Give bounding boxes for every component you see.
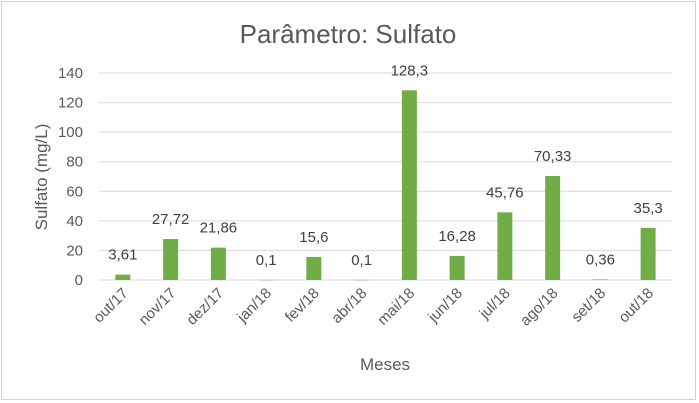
bar-value-label: 27,72 <box>152 211 190 228</box>
x-tick-label: out/18 <box>615 285 657 327</box>
x-tick-label: set/18 <box>568 285 609 326</box>
x-tick-label: fev/18 <box>282 285 323 326</box>
y-tick-label: 20 <box>66 242 83 259</box>
bar <box>545 176 561 280</box>
bar <box>640 227 656 280</box>
bar-value-label: 70,33 <box>534 148 572 165</box>
y-tick-label: 40 <box>66 213 83 230</box>
bar <box>210 247 226 280</box>
y-tick-label: 120 <box>58 95 83 112</box>
bar-value-label: 16,28 <box>438 228 476 245</box>
bar-value-label: 0,1 <box>351 252 372 269</box>
bar-value-label: 45,76 <box>486 184 524 201</box>
y-tick-label: 80 <box>66 154 83 171</box>
bar-value-label: 128,3 <box>391 62 429 79</box>
y-axis-title: Sulfato (mg/L) <box>32 124 51 231</box>
x-axis-title: Meses <box>360 355 410 374</box>
bar-value-label: 0,36 <box>586 251 615 268</box>
y-tick-label: 0 <box>75 272 83 289</box>
x-tick-label: jul/18 <box>476 285 514 323</box>
y-tick-label: 100 <box>58 124 83 141</box>
x-tick-label: abr/18 <box>328 285 370 327</box>
bar <box>497 212 513 280</box>
x-tick-label: dez/17 <box>183 285 227 329</box>
bar-value-label: 3,61 <box>108 247 137 264</box>
data-labels: 3,61 27,72 21,86 0,1 15,6 0,1 128,3 16,28 45,76 7… <box>108 62 662 269</box>
bar-value-label: 0,1 <box>256 252 277 269</box>
bar <box>163 239 179 280</box>
y-tick-label: 60 <box>66 183 83 200</box>
gridlines <box>99 72 672 281</box>
bar-value-label: 15,6 <box>299 229 328 246</box>
x-tick-label: ago/18 <box>517 285 561 329</box>
bar <box>306 256 322 280</box>
x-axis-ticks: out/17 nov/17 dez/17 jan/18 fev/18 abr/18 mai/… <box>90 285 657 329</box>
x-tick-label: out/17 <box>90 285 132 327</box>
bar <box>115 274 131 280</box>
bar-value-label: 21,86 <box>200 220 238 237</box>
x-tick-label: jun/18 <box>424 285 466 327</box>
y-axis-ticks: 0 20 40 60 80 100 120 140 <box>58 65 83 289</box>
chart-title: Parâmetro: Sulfato <box>240 19 457 49</box>
x-tick-label: mai/18 <box>374 285 418 329</box>
bar <box>401 90 417 280</box>
y-tick-label: 140 <box>58 65 83 82</box>
x-tick-label: jan/18 <box>233 285 275 327</box>
bar-value-label: 35,3 <box>634 200 663 217</box>
bar <box>592 279 608 280</box>
x-tick-label: nov/17 <box>136 285 180 329</box>
bars <box>115 90 656 281</box>
bar <box>449 255 465 280</box>
